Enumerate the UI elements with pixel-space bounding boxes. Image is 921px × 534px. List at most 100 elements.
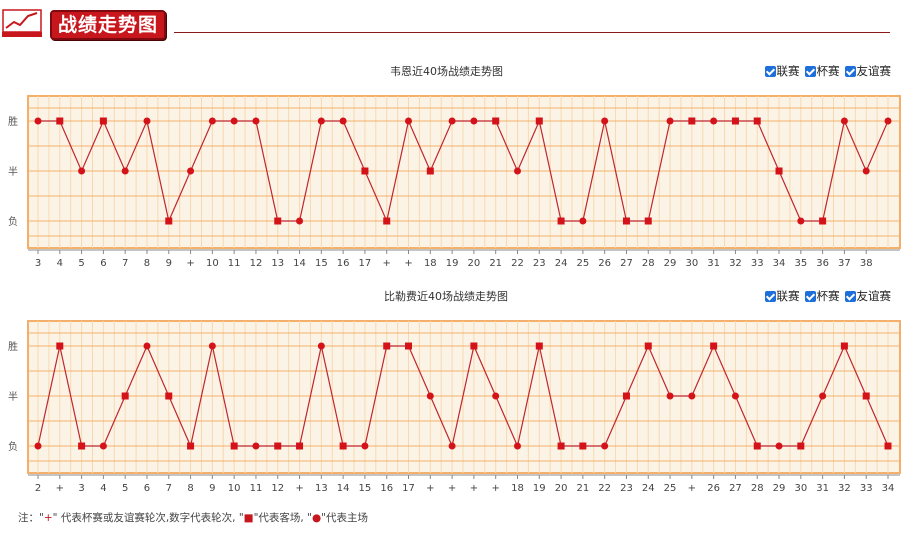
x-tick-label: 21 [577,483,590,494]
away-marker[interactable] [274,217,282,225]
away-marker[interactable] [557,442,565,450]
away-marker[interactable] [579,442,587,450]
away-marker[interactable] [797,442,805,450]
home-marker[interactable] [710,117,718,125]
home-marker[interactable] [492,392,500,400]
x-tick-label: 27 [729,483,742,494]
away-marker[interactable] [819,217,827,225]
x-tick-label: + [186,258,194,269]
x-tick-label: 13 [315,483,328,494]
home-marker[interactable] [666,117,674,125]
home-marker[interactable] [884,117,892,125]
home-marker[interactable] [448,117,456,125]
x-tick-label: 7 [166,483,172,494]
away-marker[interactable] [688,117,696,125]
away-marker[interactable] [470,342,478,350]
home-marker[interactable] [579,217,587,225]
home-marker[interactable] [731,392,739,400]
away-marker[interactable] [56,342,64,350]
x-tick-label: 32 [729,258,742,269]
away-marker[interactable] [862,392,870,400]
away-marker[interactable] [383,342,391,350]
away-marker[interactable] [99,117,107,125]
away-marker[interactable] [710,342,718,350]
away-marker[interactable] [731,117,739,125]
home-marker[interactable] [121,167,129,175]
checkbox-checked-icon [804,65,816,77]
away-marker[interactable] [230,442,238,450]
home-marker[interactable] [99,442,107,450]
home-marker[interactable] [513,442,521,450]
x-tick-label: 6 [144,483,150,494]
away-marker[interactable] [426,167,434,175]
home-marker[interactable] [688,392,696,400]
home-marker[interactable] [34,117,42,125]
away-marker[interactable] [622,217,630,225]
home-marker[interactable] [862,167,870,175]
away-marker[interactable] [622,392,630,400]
away-marker[interactable] [274,442,282,450]
filter-league-checkbox[interactable]: 联赛 [764,63,800,79]
filter-friendly-checkbox[interactable]: 友谊赛 [844,288,891,304]
home-marker[interactable] [513,167,521,175]
trend-chart-icon [2,9,42,37]
home-marker[interactable] [797,217,805,225]
away-marker[interactable] [492,117,500,125]
home-marker[interactable] [666,392,674,400]
home-marker[interactable] [819,392,827,400]
away-marker[interactable] [840,342,848,350]
filter-friendly-checkbox[interactable]: 友谊赛 [844,63,891,79]
away-marker[interactable] [753,442,761,450]
away-marker[interactable] [535,342,543,350]
away-marker[interactable] [535,117,543,125]
home-marker[interactable] [840,117,848,125]
away-marker[interactable] [361,167,369,175]
x-tick-label: 7 [122,258,128,269]
home-marker[interactable] [252,117,260,125]
home-marker[interactable] [208,117,216,125]
home-marker[interactable] [208,342,216,350]
x-tick-label: 19 [446,258,459,269]
away-marker[interactable] [644,217,652,225]
away-marker[interactable] [165,392,173,400]
filter-cup-checkbox[interactable]: 杯赛 [804,63,840,79]
home-marker[interactable] [361,442,369,450]
away-marker[interactable] [753,117,761,125]
away-marker[interactable] [775,167,783,175]
home-marker[interactable] [230,117,238,125]
home-marker[interactable] [187,167,195,175]
y-tick-label: 胜 [8,116,18,128]
away-marker[interactable] [165,217,173,225]
home-marker[interactable] [78,167,86,175]
home-marker[interactable] [34,442,42,450]
away-marker[interactable] [121,392,129,400]
home-marker[interactable] [143,342,151,350]
home-marker[interactable] [448,442,456,450]
home-marker[interactable] [405,117,413,125]
home-marker[interactable] [317,342,325,350]
away-marker[interactable] [78,442,86,450]
home-marker[interactable] [426,392,434,400]
home-marker[interactable] [317,117,325,125]
away-marker[interactable] [339,442,347,450]
filter-league-checkbox[interactable]: 联赛 [764,288,800,304]
away-marker[interactable] [884,442,892,450]
home-marker[interactable] [143,117,151,125]
home-marker[interactable] [252,442,260,450]
away-marker[interactable] [296,442,304,450]
title-divider [174,32,890,33]
home-marker[interactable] [339,117,347,125]
away-marker[interactable] [557,217,565,225]
away-marker[interactable] [56,117,64,125]
filter-cup-checkbox[interactable]: 杯赛 [804,288,840,304]
away-marker[interactable] [383,217,391,225]
home-marker[interactable] [296,217,304,225]
x-tick-label: 23 [620,483,633,494]
away-marker[interactable] [187,442,195,450]
away-marker[interactable] [405,342,413,350]
home-marker[interactable] [601,442,609,450]
home-marker[interactable] [775,442,783,450]
away-marker[interactable] [644,342,652,350]
home-marker[interactable] [470,117,478,125]
home-marker[interactable] [601,117,609,125]
